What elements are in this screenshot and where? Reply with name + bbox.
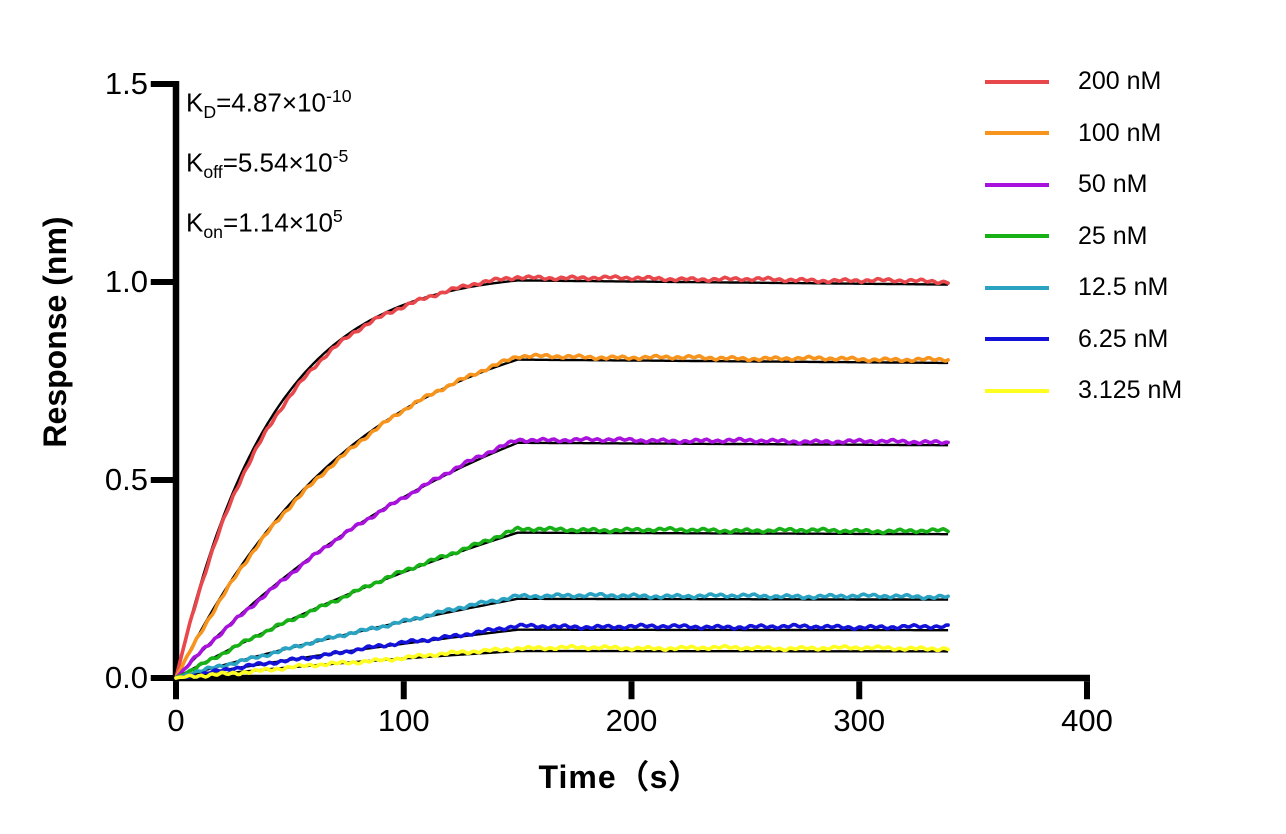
data-curve-12.5-nM — [174, 591, 950, 680]
x-tick-label: 400 — [1061, 703, 1113, 738]
data-curve-200-nM — [174, 274, 950, 680]
legend-swatch — [985, 182, 1049, 187]
legend-swatch — [985, 337, 1049, 342]
legend-label: 100 nM — [1078, 118, 1162, 147]
legend-label: 3.125 nM — [1078, 376, 1183, 405]
kinetics-annotation-line: KD=4.87×10-10 — [186, 86, 352, 122]
y-axis-title: Response (nm) — [37, 216, 73, 448]
y-tick-label: 1.5 — [104, 66, 148, 101]
fit-curve-25-nM — [175, 531, 949, 680]
legend-swatch — [985, 79, 1049, 84]
kinetics-annotations: KD=4.87×10-10 Koff=5.54×10-5 Kon=1.14×105 — [186, 74, 352, 254]
y-tick-label: 1.0 — [104, 264, 148, 299]
y-tick-label: 0.5 — [104, 462, 148, 497]
kinetics-annotation-line: Kon=1.14×105 — [186, 205, 343, 242]
x-tick-label: 300 — [833, 703, 886, 738]
legend: 200 nM 100 nM 50 nM 25 nM 12.5 nM 6.25 nM 3.12… — [985, 56, 1182, 417]
legend-label: 50 nM — [1078, 170, 1148, 199]
x-tick-label: 100 — [377, 703, 430, 738]
data-curve-6.25-nM — [174, 622, 950, 680]
legend-swatch — [985, 388, 1049, 393]
data-curve-50-nM — [174, 436, 950, 680]
legend-swatch — [985, 234, 1049, 239]
legend-label: 12.5 nM — [1078, 273, 1169, 302]
legend-item: 25 nM — [985, 211, 1182, 263]
fit-curve-6.25-nM — [175, 628, 949, 680]
legend-swatch — [985, 131, 1049, 136]
legend-item: 12.5 nM — [985, 262, 1182, 314]
data-curve-3.125-nM — [174, 643, 950, 680]
kinetics-annotation-line: Koff=5.54×10-5 — [186, 145, 349, 182]
legend-label: 200 nM — [1078, 67, 1162, 96]
data-curve-100-nM — [174, 352, 950, 680]
legend-swatch — [985, 285, 1049, 290]
fit-curve-3.125-nM — [175, 649, 949, 680]
fit-curve-50-nM — [175, 441, 949, 679]
x-tick-label: 200 — [605, 703, 658, 738]
x-tick-label: 0 — [167, 703, 185, 738]
x-axis-title: Time（s） — [538, 759, 702, 795]
legend-item: 6.25 nM — [985, 314, 1182, 366]
legend-item: 50 nM — [985, 159, 1182, 211]
legend-label: 25 nM — [1078, 221, 1148, 250]
legend-item: 200 nM — [985, 56, 1182, 108]
y-tick-label: 0.0 — [104, 660, 148, 695]
legend-item: 100 nM — [985, 108, 1182, 160]
data-curve-25-nM — [174, 525, 950, 680]
legend-item: 3.125 nM — [985, 365, 1182, 417]
legend-label: 6.25 nM — [1078, 324, 1169, 353]
